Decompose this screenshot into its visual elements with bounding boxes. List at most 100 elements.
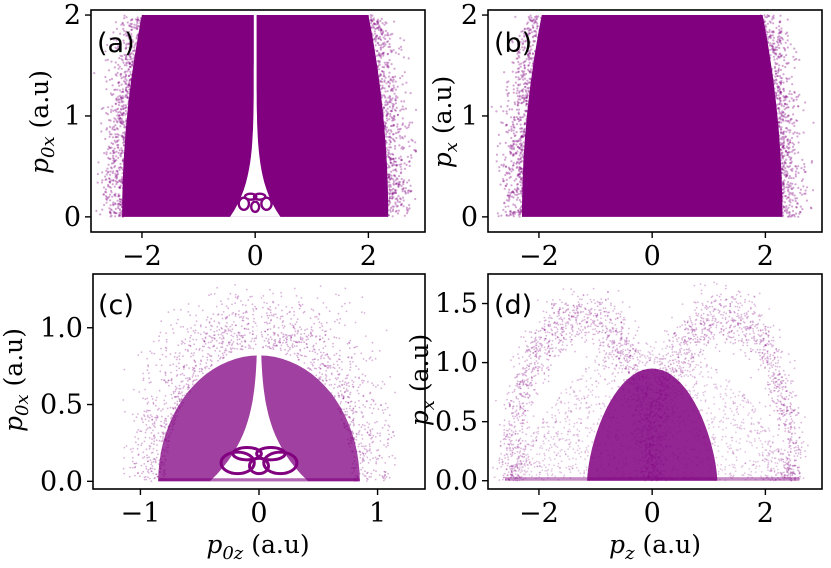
scatter-point	[148, 472, 150, 474]
scatter-point	[282, 342, 284, 344]
scatter-point	[167, 415, 169, 417]
scatter-point	[221, 314, 223, 316]
scatter-point	[381, 81, 383, 83]
scatter-point	[174, 396, 176, 398]
scatter-point	[244, 340, 246, 342]
scatter-point	[240, 335, 242, 337]
scatter-point	[778, 124, 780, 126]
scatter-point	[164, 458, 166, 460]
scatter-point	[246, 317, 248, 319]
scatter-point	[390, 34, 392, 36]
scatter-point	[280, 292, 282, 294]
scatter-point	[318, 367, 320, 369]
scatter-point	[795, 175, 797, 177]
scatter-point	[358, 446, 360, 448]
scatter-point	[216, 347, 218, 349]
scatter-point	[112, 201, 114, 203]
scatter-point	[719, 350, 721, 352]
scatter-point	[123, 177, 125, 179]
scatter-point	[347, 396, 349, 398]
panel-a-label: (a)	[97, 28, 135, 59]
scatter-point	[392, 162, 394, 164]
scatter-point	[409, 207, 411, 209]
scatter-point	[396, 164, 398, 166]
scatter-point	[766, 31, 768, 33]
scatter-point	[523, 131, 525, 133]
scatter-point	[237, 298, 239, 300]
scatter-point	[166, 447, 168, 449]
scatter-point	[125, 147, 127, 149]
scatter-point	[402, 122, 404, 124]
scatter-point	[405, 187, 407, 189]
scatter-point	[396, 177, 398, 179]
scatter-point	[389, 113, 391, 115]
scatter-point	[363, 455, 365, 457]
scatter-point	[280, 349, 282, 351]
scatter-point	[169, 435, 171, 437]
scatter-point	[703, 318, 705, 320]
scatter-point	[165, 372, 167, 374]
scatter-point	[350, 392, 352, 394]
scatter-point	[520, 178, 522, 180]
scatter-point	[708, 320, 710, 322]
scatter-point	[116, 181, 118, 183]
scatter-point	[176, 370, 178, 372]
scatter-point	[211, 340, 213, 342]
scatter-point	[540, 28, 542, 30]
scatter-point	[175, 352, 177, 354]
scatter-point	[512, 164, 514, 166]
scatter-point	[351, 430, 353, 432]
scatter-point	[779, 188, 781, 190]
scatter-point	[511, 61, 513, 63]
scatter-point	[783, 56, 785, 58]
scatter-point	[362, 457, 364, 459]
scatter-point	[97, 173, 99, 175]
scatter-point	[228, 351, 230, 353]
scatter-point	[394, 148, 396, 150]
scatter-point	[335, 294, 337, 296]
scatter-point	[359, 384, 361, 386]
panel-b-scatter	[491, 14, 815, 218]
scatter-point	[355, 411, 357, 413]
scatter-point	[376, 450, 378, 452]
scatter-point	[524, 167, 526, 169]
scatter-point	[408, 179, 410, 181]
scatter-point	[103, 193, 105, 195]
scatter-point	[205, 326, 207, 328]
scatter-point	[500, 441, 502, 443]
scatter-point	[710, 326, 712, 328]
scatter-point	[585, 313, 587, 315]
scatter-point	[516, 188, 518, 190]
scatter-point	[791, 205, 793, 207]
scatter-point	[121, 105, 123, 107]
scatter-point	[790, 448, 792, 450]
scatter-point	[143, 17, 145, 19]
scatter-point	[188, 384, 190, 386]
scatter-point	[506, 110, 508, 112]
scatter-point	[513, 401, 515, 403]
scatter-point	[170, 372, 172, 374]
scatter-point	[399, 37, 401, 39]
scatter-point	[781, 200, 783, 202]
scatter-point	[402, 190, 404, 192]
scatter-point	[594, 303, 596, 305]
scatter-point	[530, 99, 532, 101]
scatter-point	[512, 121, 514, 123]
scatter-point	[118, 152, 120, 154]
scatter-point	[379, 85, 381, 87]
scatter-point	[132, 413, 134, 415]
scatter-point	[515, 72, 517, 74]
scatter-point	[498, 215, 500, 217]
scatter-point	[380, 107, 382, 109]
scatter-point	[392, 215, 394, 217]
scatter-point	[155, 462, 157, 464]
scatter-point	[304, 362, 306, 364]
scatter-point	[345, 390, 347, 392]
scatter-point	[372, 435, 374, 437]
scatter-point	[533, 75, 535, 77]
scatter-point	[114, 186, 116, 188]
scatter-point	[390, 211, 392, 213]
scatter-point	[139, 38, 141, 40]
scatter-point	[361, 311, 363, 313]
scatter-point	[523, 98, 525, 100]
